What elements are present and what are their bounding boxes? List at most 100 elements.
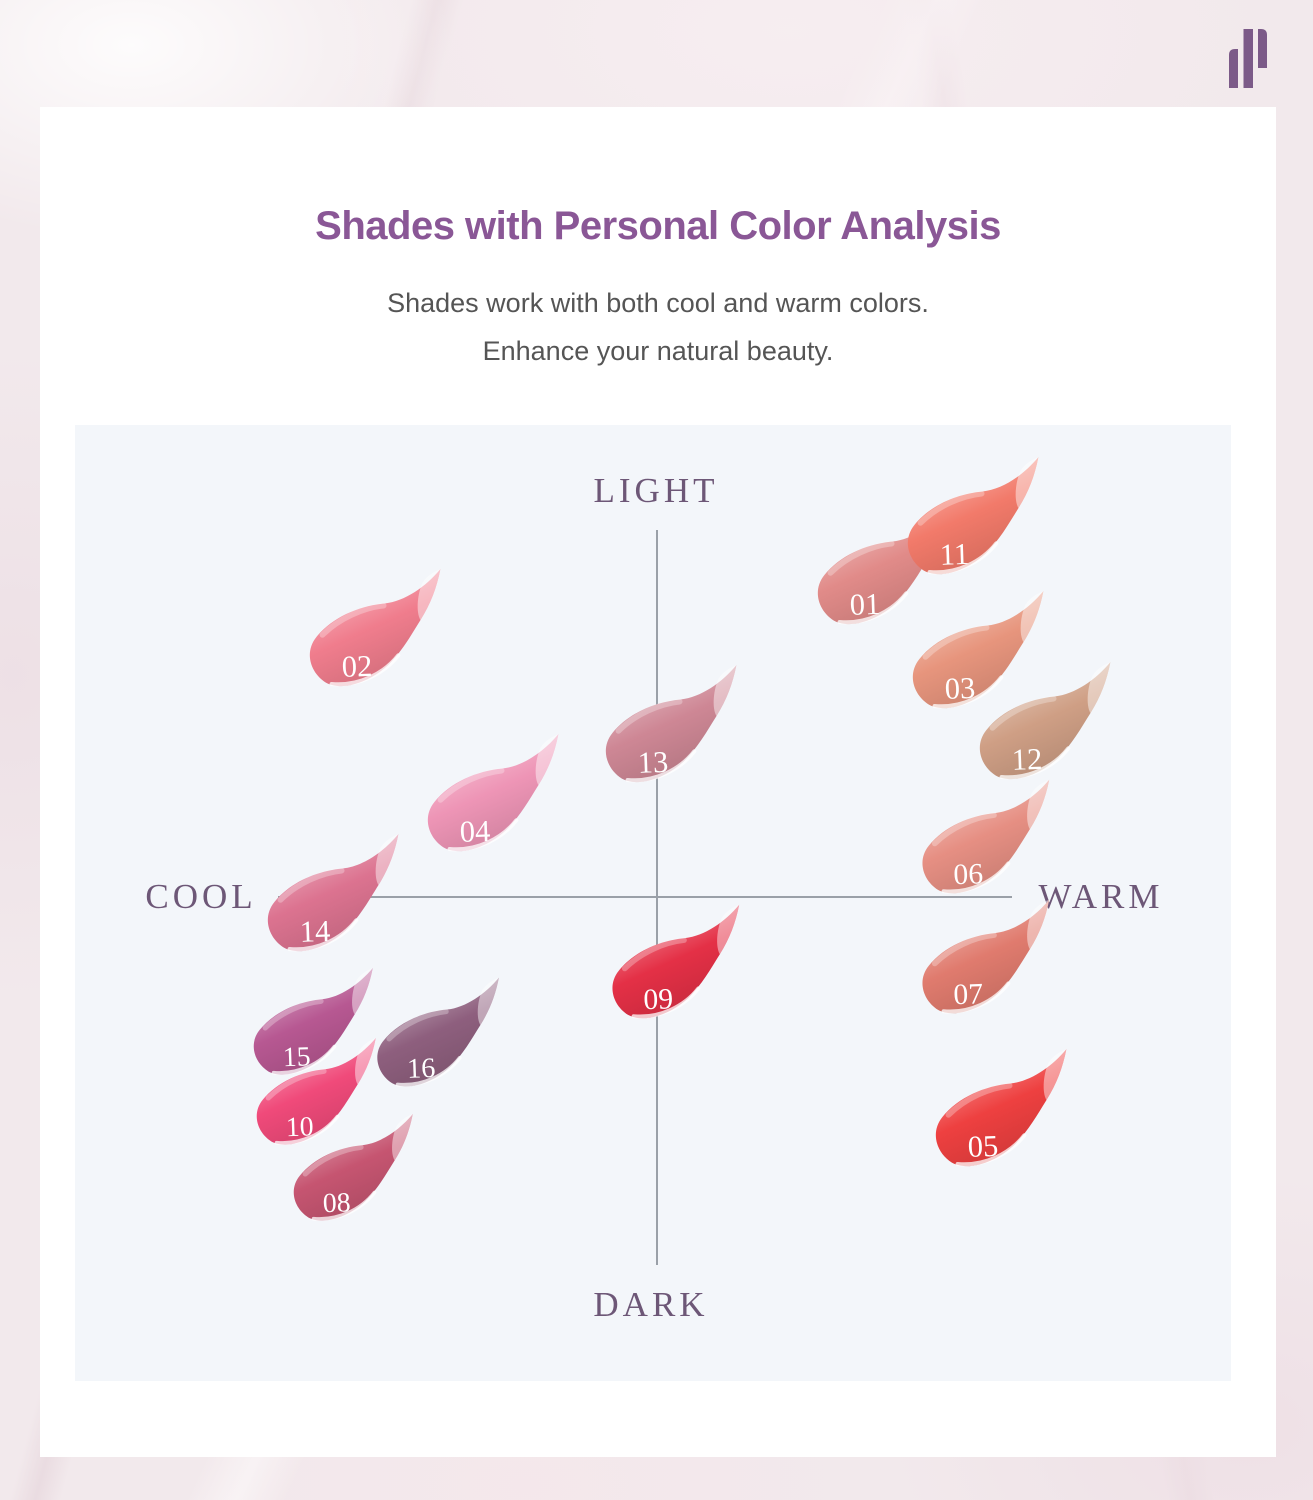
axis-label-cool: COOL xyxy=(145,877,257,916)
content-card: Shades with Personal Color Analysis Shad… xyxy=(40,107,1276,1457)
subtitle-line-2: Enhance your natural beauty. xyxy=(482,336,834,366)
smear-shape xyxy=(267,834,399,952)
smear-top-sheen xyxy=(917,490,985,526)
smear-tail-gloss xyxy=(1027,779,1050,830)
smear-top-sheen xyxy=(277,867,345,903)
smear-top-sheen xyxy=(265,1068,327,1101)
smear-top-sheen xyxy=(319,602,387,638)
smear-tail-gloss xyxy=(355,1037,376,1085)
shade-swatch-09: 09 xyxy=(612,904,740,1019)
smear-shape xyxy=(922,779,1050,894)
smear-bottom-gloss xyxy=(955,1133,1027,1167)
smear-tail-gloss xyxy=(1020,591,1044,643)
smear-bottom-gloss xyxy=(625,749,697,783)
shade-number: 12 xyxy=(1011,742,1043,777)
smear-bottom-gloss xyxy=(837,591,909,625)
shade-swatch-08: 08 xyxy=(293,1113,413,1221)
personal-color-quadrant-chart: LIGHT DARK COOL WARM 01 02 03 04 05 06 07 08 09 1… xyxy=(75,425,1231,1381)
smear-bottom-gloss xyxy=(932,675,1004,709)
shade-number: 09 xyxy=(643,983,674,1016)
smear-tail-gloss xyxy=(375,834,399,886)
shade-swatch-13: 13 xyxy=(605,665,737,783)
smear-top-sheen xyxy=(989,695,1057,731)
shade-swatch-03: 03 xyxy=(912,591,1044,709)
shade-number: 06 xyxy=(953,858,984,891)
smear-tail-gloss xyxy=(713,665,737,717)
smear-top-sheen xyxy=(945,1082,1013,1118)
smear-tail-gloss xyxy=(535,734,559,786)
smear-tail-gloss xyxy=(392,1113,413,1161)
smear-tail-gloss xyxy=(1015,457,1039,509)
shade-number: 01 xyxy=(849,587,881,622)
smear-shape xyxy=(293,1113,413,1221)
smear-bottom-gloss xyxy=(927,541,999,575)
shade-number: 04 xyxy=(459,814,491,849)
shade-swatch-12: 12 xyxy=(979,662,1111,780)
smear-bottom-gloss xyxy=(447,818,519,852)
smear-top-sheen xyxy=(386,1008,449,1042)
smear-top-sheen xyxy=(615,698,683,734)
smear-shape xyxy=(935,1049,1067,1167)
smear-shape xyxy=(612,904,740,1019)
vertical-axis-line xyxy=(656,530,658,1265)
axis-label-dark: DARK xyxy=(593,1285,709,1324)
smear-shape xyxy=(907,457,1039,575)
shade-swatch-06: 06 xyxy=(922,779,1050,894)
smear-top-sheen xyxy=(262,998,324,1031)
smear-bottom-gloss xyxy=(941,981,1011,1014)
smear-bottom-gloss xyxy=(329,653,401,687)
smear-shape xyxy=(427,734,559,852)
smear-top-sheen xyxy=(437,767,505,803)
smear-shape xyxy=(253,967,373,1075)
shade-number: 08 xyxy=(322,1187,351,1219)
horizontal-axis-line xyxy=(278,896,1012,898)
axis-label-warm: WARM xyxy=(1038,877,1164,916)
smear-top-sheen xyxy=(922,624,990,660)
smear-top-sheen xyxy=(827,540,895,576)
shade-swatch-15: 15 xyxy=(253,967,373,1075)
smear-tail-gloss xyxy=(417,569,441,621)
smear-tail-gloss xyxy=(352,967,373,1015)
shade-number: 07 xyxy=(953,978,984,1011)
shade-swatch-10: 10 xyxy=(256,1037,376,1145)
smear-tail-gloss xyxy=(1027,899,1050,950)
shade-swatch-04: 04 xyxy=(427,734,559,852)
smear-shape xyxy=(922,899,1050,1014)
smear-top-sheen xyxy=(621,937,687,972)
page-subtitle: Shades work with both cool and warm colo… xyxy=(40,279,1276,375)
smear-shape xyxy=(605,665,737,783)
shade-number: 03 xyxy=(944,671,976,706)
smear-bottom-gloss xyxy=(999,746,1071,780)
smear-shape xyxy=(912,591,1044,709)
smear-shape xyxy=(309,569,441,687)
smear-tail-gloss xyxy=(1043,1049,1067,1101)
subtitle-line-1: Shades work with both cool and warm colo… xyxy=(387,288,929,318)
shade-swatch-11: 11 xyxy=(907,457,1039,575)
smear-top-sheen xyxy=(931,932,997,967)
shade-number: 13 xyxy=(637,745,669,780)
shade-swatch-05: 05 xyxy=(935,1049,1067,1167)
smear-bottom-gloss xyxy=(287,918,359,952)
shade-swatch-14: 14 xyxy=(267,834,399,952)
smear-bottom-gloss xyxy=(274,1114,340,1145)
smear-bottom-gloss xyxy=(941,861,1011,894)
shade-number: 14 xyxy=(299,914,331,949)
shade-number: 15 xyxy=(282,1041,311,1073)
shade-number: 05 xyxy=(967,1129,999,1164)
smear-tail-gloss xyxy=(717,904,740,955)
smear-bottom-gloss xyxy=(271,1044,337,1075)
smear-tail-gloss xyxy=(1087,662,1111,714)
shade-number: 10 xyxy=(285,1111,314,1143)
smear-bottom-gloss xyxy=(631,986,701,1019)
smear-bottom-gloss xyxy=(395,1055,462,1087)
brand-logo-icon xyxy=(1229,29,1267,88)
smear-shape xyxy=(256,1037,376,1145)
shade-swatch-07: 07 xyxy=(922,899,1050,1014)
smear-tail-gloss xyxy=(477,977,499,1026)
smear-shape xyxy=(979,662,1111,780)
smear-top-sheen xyxy=(931,812,997,847)
page-title: Shades with Personal Color Analysis xyxy=(315,204,1001,248)
shade-number: 11 xyxy=(939,537,969,572)
smear-top-sheen xyxy=(302,1144,364,1177)
